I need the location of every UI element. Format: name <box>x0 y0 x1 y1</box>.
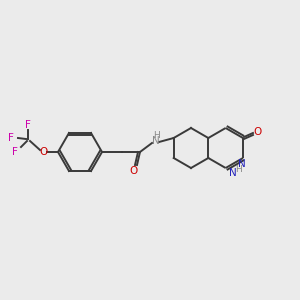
Text: N: N <box>238 159 246 169</box>
Text: F: F <box>8 133 14 143</box>
Text: H: H <box>153 131 159 140</box>
Text: O: O <box>254 127 262 137</box>
Text: F: F <box>25 120 31 130</box>
Text: H: H <box>235 166 242 175</box>
Text: O: O <box>130 166 138 176</box>
Text: N: N <box>152 136 160 146</box>
Text: F: F <box>12 147 18 157</box>
Text: N: N <box>229 168 236 178</box>
Text: O: O <box>39 147 47 157</box>
